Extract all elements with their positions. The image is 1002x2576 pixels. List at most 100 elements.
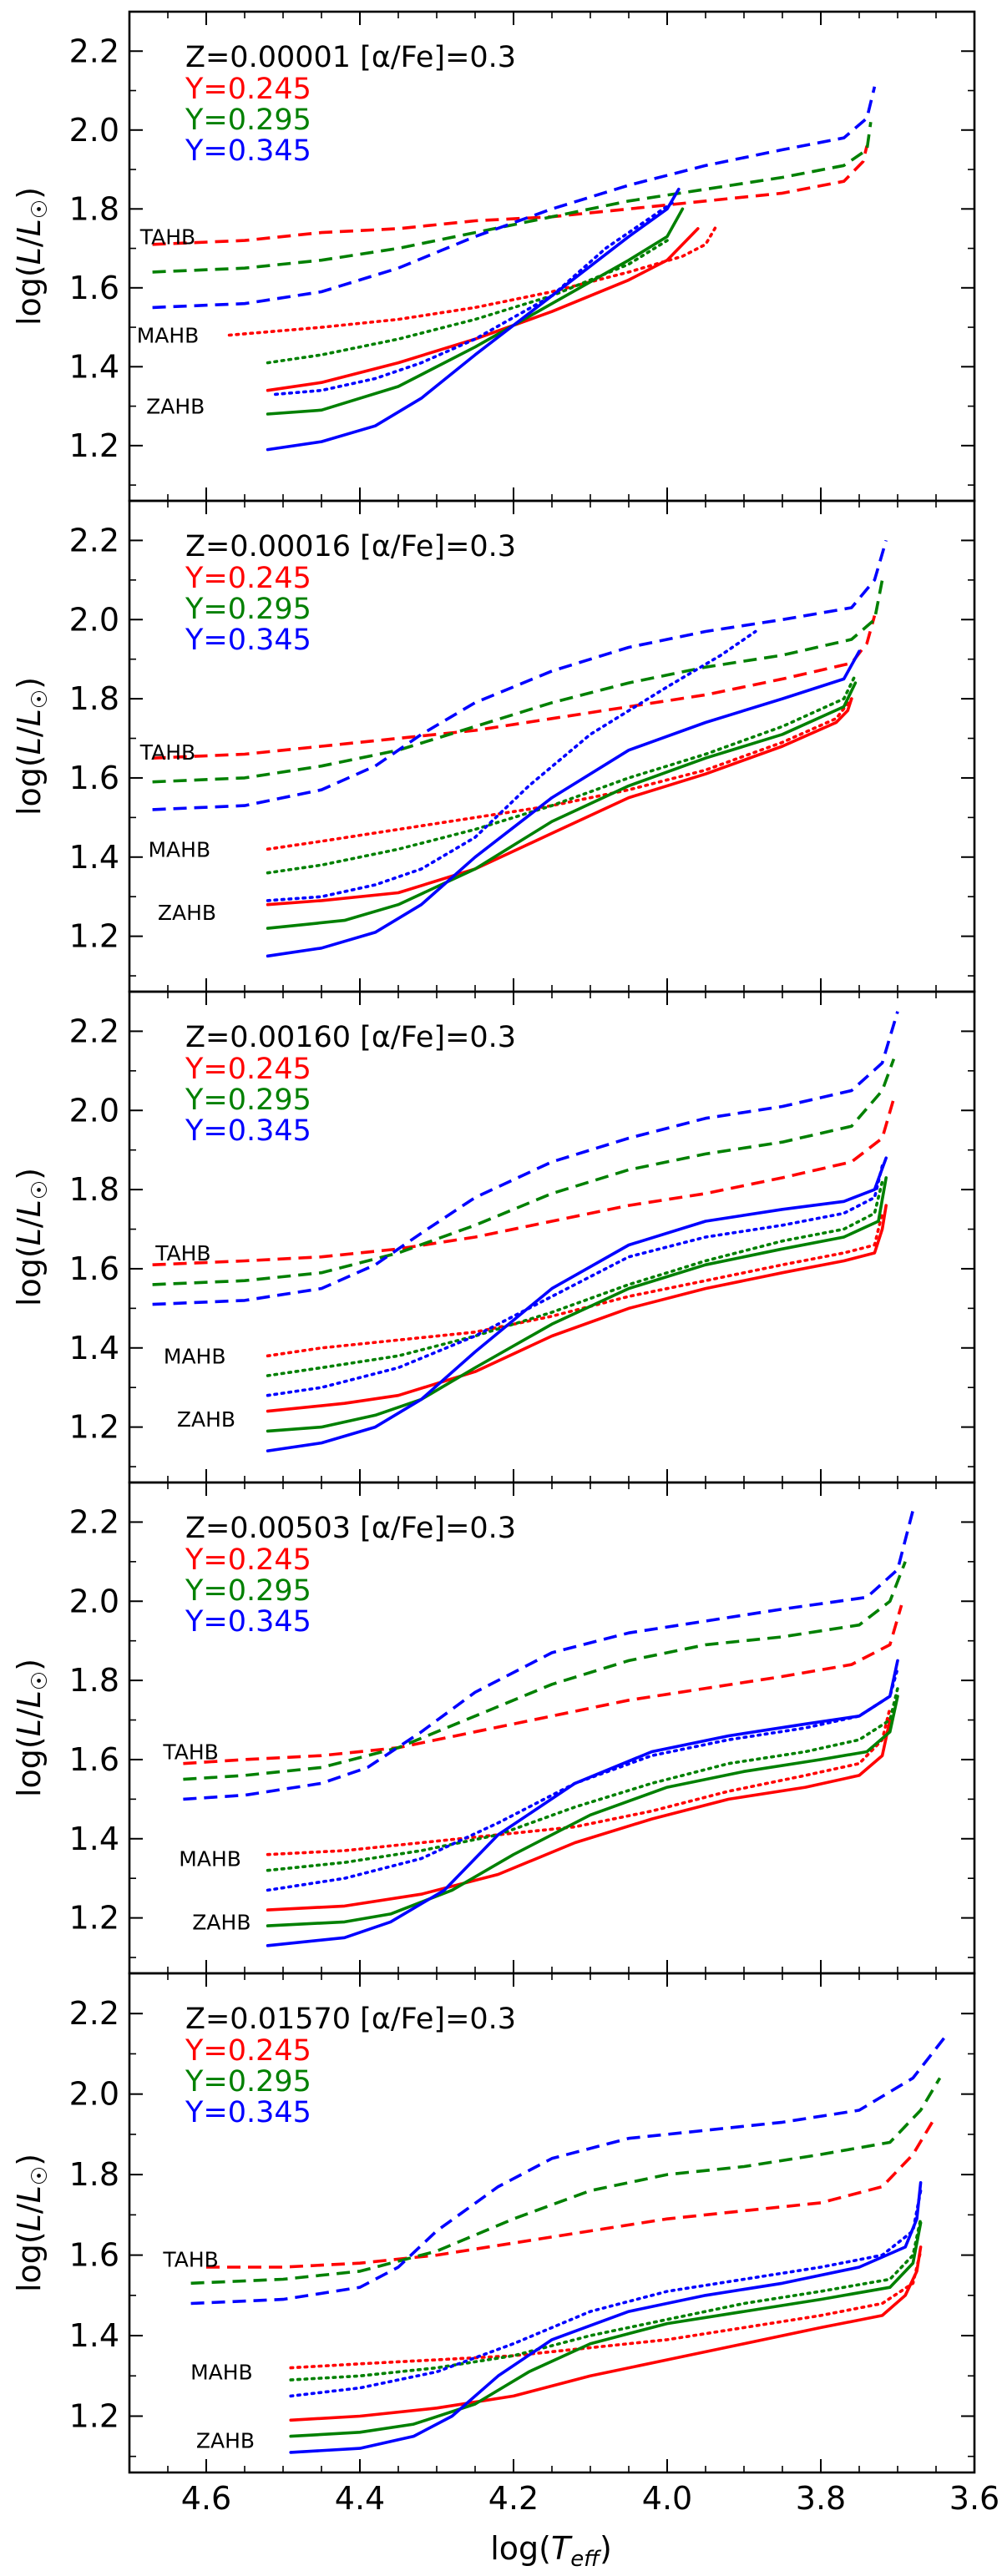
y-tick-label: 1.6 — [69, 1250, 119, 1287]
series-line-y-0-245-tahb — [152, 1098, 896, 1266]
legend-entry-y-0-295: Y=0.295 — [185, 1574, 311, 1608]
y-tick-label: 1.2 — [69, 427, 119, 464]
series-line-y-0-345-zahb — [289, 2181, 923, 2454]
hb-panel-4: 1.2 1.4 1.6 1.8 2.0 2.2 log(L/L☉) Z=0.00503 [α/… — [11, 1481, 976, 1975]
y-tick-label: 1.4 — [69, 2317, 119, 2354]
legend-entry-y-0-295: Y=0.295 — [185, 104, 311, 137]
y-axis-label: log(L/L☉) — [11, 1659, 53, 1797]
series-group — [152, 539, 888, 958]
series-line-y-0-345-tahb — [190, 2033, 949, 2306]
y-tick-label: 2.2 — [69, 1013, 119, 1049]
y-tick-label: 2.0 — [69, 112, 119, 149]
hb-panel-3: 1.2 1.4 1.6 1.8 2.0 2.2 log(L/L☉) Z=0.00160 [α/… — [11, 990, 976, 1484]
y-tick-label: 2.2 — [69, 1503, 119, 1540]
hb-panel-1: 1.2 1.4 1.6 1.8 2.0 2.2 log(L/L☉) Z=0.00001 [α/… — [11, 10, 976, 503]
series-line-y-0-245-mahb — [266, 1706, 892, 1856]
series-line-y-0-245-zahb — [266, 1718, 892, 1912]
series-line-y-0-295-tahb — [190, 2077, 942, 2286]
y-tick-label: 1.8 — [69, 2156, 119, 2193]
legend-entry-y-0-345: Y=0.345 — [185, 1605, 311, 1639]
series-line-y-0-295-zahb — [266, 1695, 899, 1927]
panel-title: Z=0.00016 [α/Fe]=0.3 — [185, 530, 516, 563]
sequence-label-mahb: MAHB — [190, 2360, 253, 2384]
y-axis-label: log(L/L☉) — [11, 677, 53, 816]
hb-panel-5: 4.6 4.4 4.2 4.0 3.8 3.6 1.2 1.4 1.6 1.8 2.0 2.2 log(… — [11, 1972, 999, 2517]
legend-entry-y-0-245: Y=0.245 — [185, 1543, 311, 1577]
y-tick-label: 1.6 — [69, 1741, 119, 1778]
legend-entry-y-0-295: Y=0.295 — [185, 2065, 311, 2099]
panel-title: Z=0.01570 [α/Fe]=0.3 — [185, 2003, 516, 2036]
y-axis-label: log(L/L☉) — [11, 2154, 53, 2292]
series-line-y-0-295-zahb — [266, 681, 858, 930]
panel-title: Z=0.00503 [α/Fe]=0.3 — [185, 1512, 516, 1545]
sequence-label-mahb: MAHB — [164, 1344, 226, 1368]
series-line-y-0-245-mahb — [227, 223, 719, 337]
y-tick-label: 1.4 — [69, 1821, 119, 1857]
legend-entry-y-0-345: Y=0.345 — [185, 134, 311, 168]
series-line-y-0-345-zahb — [266, 649, 861, 958]
y-axis-label: log(L/L☉) — [11, 187, 53, 326]
y-tick-label: 1.4 — [69, 1330, 119, 1366]
series-line-y-0-345-tahb — [152, 1011, 899, 1306]
x-tick-label: 4.2 — [488, 2480, 539, 2517]
series-group — [190, 2033, 949, 2454]
series-line-y-0-295-tahb — [152, 122, 873, 274]
x-axis-label: log(Teff) — [490, 2530, 612, 2572]
series-line-y-0-245-zahb — [266, 697, 853, 907]
y-tick-label: 1.6 — [69, 760, 119, 796]
x-tick-label: 4.0 — [642, 2480, 692, 2517]
y-tick-label: 2.0 — [69, 1092, 119, 1129]
series-line-y-0-295-mahb — [289, 2217, 923, 2382]
legend-entry-y-0-295: Y=0.295 — [185, 1083, 311, 1117]
y-tick-label: 2.2 — [69, 522, 119, 558]
sequence-label-tahb: TAHB — [154, 1241, 210, 1265]
sequence-label-mahb: MAHB — [148, 837, 210, 861]
y-tick-label: 1.8 — [69, 1662, 119, 1699]
sequence-label-zahb: ZAHB — [196, 2428, 255, 2452]
series-line-y-0-245-tahb — [183, 1604, 903, 1765]
sequence-label-mahb: MAHB — [137, 324, 200, 348]
series-line-y-0-345-tahb — [152, 86, 877, 310]
legend-entry-y-0-245: Y=0.245 — [185, 562, 311, 595]
series-line-y-0-345-mahb — [266, 1667, 899, 1892]
series-line-y-0-345-mahb — [266, 629, 757, 902]
series-line-y-0-345-zahb — [266, 1156, 888, 1452]
y-tick-label: 1.8 — [69, 190, 119, 227]
y-tick-label: 2.0 — [69, 1583, 119, 1619]
series-line-y-0-295-mahb — [266, 673, 858, 875]
series-line-y-0-245-mahb — [266, 1211, 884, 1358]
y-tick-label: 2.2 — [69, 33, 119, 69]
series-group — [152, 86, 877, 452]
y-tick-label: 1.8 — [69, 1171, 119, 1208]
legend-entry-y-0-245: Y=0.245 — [185, 2034, 311, 2068]
series-line-y-0-345-mahb — [289, 2189, 923, 2398]
y-tick-label: 1.4 — [69, 348, 119, 385]
series-line-y-0-245-mahb — [289, 2250, 923, 2370]
y-axis-label: log(L/L☉) — [11, 1168, 53, 1306]
sequence-label-zahb: ZAHB — [146, 395, 205, 419]
y-tick-label: 1.2 — [69, 2397, 119, 2434]
series-line-y-0-245-zahb — [266, 1204, 888, 1413]
series-line-y-0-295-mahb — [266, 1686, 899, 1872]
series-line-y-0-245-mahb — [266, 697, 853, 851]
x-tick-label: 4.6 — [181, 2480, 231, 2517]
legend-entry-y-0-345: Y=0.345 — [185, 2096, 311, 2129]
sequence-label-zahb: ZAHB — [158, 901, 216, 925]
y-tick-label: 1.2 — [69, 918, 119, 955]
series-line-y-0-295-zahb — [266, 1176, 888, 1433]
x-tick-label: 3.6 — [949, 2480, 999, 2517]
y-tick-label: 2.0 — [69, 2076, 119, 2113]
series-line-y-0-345-tahb — [183, 1509, 915, 1801]
sequence-label-tahb: TAHB — [139, 225, 195, 249]
series-line-y-0-295-tahb — [152, 1058, 896, 1286]
series-line-y-0-295-zahb — [289, 2221, 923, 2438]
y-tick-label: 1.2 — [69, 1900, 119, 1937]
hb-panel-2: 1.2 1.4 1.6 1.8 2.0 2.2 log(L/L☉) Z=0.00016 [α/… — [11, 499, 976, 993]
sequence-label-mahb: MAHB — [179, 1846, 241, 1871]
y-tick-label: 1.2 — [69, 1409, 119, 1446]
series-line-y-0-345-mahb — [266, 1164, 884, 1397]
sequence-label-zahb: ZAHB — [192, 1910, 250, 1934]
series-line-y-0-295-tahb — [183, 1561, 907, 1781]
sequence-label-tahb: TAHB — [139, 740, 195, 765]
series-line-y-0-295-mahb — [266, 239, 669, 365]
